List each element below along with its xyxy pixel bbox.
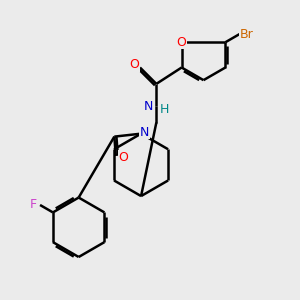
- Text: N: N: [143, 100, 153, 113]
- Text: F: F: [30, 199, 37, 212]
- Text: Br: Br: [240, 28, 254, 40]
- Text: H: H: [160, 103, 169, 116]
- Text: O: O: [177, 36, 187, 49]
- Text: O: O: [118, 151, 128, 164]
- Text: O: O: [129, 58, 139, 71]
- Text: N: N: [140, 126, 149, 139]
